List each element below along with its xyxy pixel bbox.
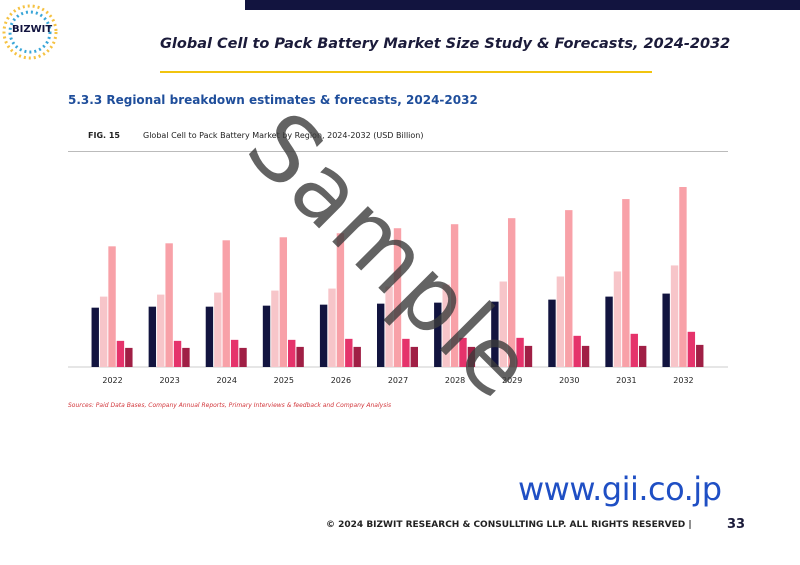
bar <box>91 307 99 367</box>
bar <box>410 346 418 367</box>
bar <box>205 306 214 367</box>
bar <box>108 246 116 367</box>
logo-text: BIZWIT <box>12 24 53 35</box>
bar <box>516 337 524 367</box>
logo-mark <box>2 4 58 60</box>
x-tick-label: 2025 <box>274 376 294 385</box>
bar <box>548 299 556 367</box>
bar <box>353 346 361 367</box>
bar <box>165 243 173 367</box>
bar <box>630 333 638 367</box>
x-tick-label: 2031 <box>616 376 636 385</box>
bar <box>222 240 230 367</box>
header-title: Global Cell to Pack Battery Market Size … <box>160 36 731 52</box>
source-note: Sources: Paid Data Bases, Company Annual… <box>68 402 392 409</box>
x-tick-label: 2028 <box>445 376 465 385</box>
x-tick-label: 2022 <box>102 376 122 385</box>
bar <box>230 339 239 367</box>
bar <box>524 345 533 367</box>
bar <box>696 344 704 367</box>
page-number: 33 <box>727 517 746 532</box>
bar <box>662 293 670 367</box>
bar <box>345 338 353 367</box>
bar <box>173 340 182 367</box>
bar <box>319 304 328 367</box>
bar <box>670 265 679 367</box>
bar <box>467 346 476 367</box>
bar <box>573 335 581 367</box>
bar <box>434 302 442 367</box>
bar <box>622 199 630 367</box>
x-tick-label: 2024 <box>217 376 237 385</box>
section-heading: 5.3.3 Regional breakdown estimates & for… <box>68 93 478 107</box>
bar <box>385 286 393 367</box>
copyright: © 2024 BIZWIT RESEARCH & CONSULLTING LLP… <box>326 520 692 530</box>
bar <box>499 281 507 367</box>
chart-title: Global Cell to Pack Battery Market by Re… <box>143 131 424 140</box>
bar <box>450 224 459 367</box>
top-bar <box>245 0 800 10</box>
bar <box>565 210 573 367</box>
bar <box>328 288 336 367</box>
bar <box>148 306 157 367</box>
bar <box>288 339 296 367</box>
bar <box>271 290 279 367</box>
chart: 2022 2023 2024 2025 2026 2027 2028 2029 2030 2031… <box>68 187 728 385</box>
bar <box>442 284 450 367</box>
bar <box>491 301 499 367</box>
bar <box>214 292 222 367</box>
x-tick-label: 2030 <box>559 376 579 385</box>
bar <box>507 218 516 367</box>
header-rule <box>160 71 652 73</box>
bar <box>262 305 271 367</box>
bar <box>239 347 247 367</box>
figure-rule <box>68 151 728 152</box>
x-tick-label: 2023 <box>159 376 179 385</box>
bar <box>556 276 565 367</box>
bar <box>613 271 622 367</box>
bar <box>296 346 304 367</box>
bar <box>393 228 402 367</box>
x-tick-label: 2029 <box>502 376 522 385</box>
bar <box>125 347 133 367</box>
figure-label: FIG. 15 <box>88 131 120 140</box>
bar <box>377 303 385 367</box>
bar <box>116 340 125 367</box>
bar <box>679 187 687 367</box>
bar <box>182 347 190 367</box>
bar <box>279 237 288 367</box>
bar <box>99 296 108 367</box>
bar <box>157 294 165 367</box>
bar <box>402 338 410 367</box>
bar <box>581 345 590 367</box>
website: www.gii.co.jp <box>518 470 722 508</box>
bar <box>687 331 696 367</box>
x-tick-label: 2026 <box>331 376 351 385</box>
x-tick-label: 2027 <box>388 376 408 385</box>
x-tick-label: 2032 <box>673 376 693 385</box>
bar <box>459 337 467 367</box>
bar <box>638 345 647 367</box>
bar <box>605 296 613 367</box>
bar <box>336 233 345 367</box>
